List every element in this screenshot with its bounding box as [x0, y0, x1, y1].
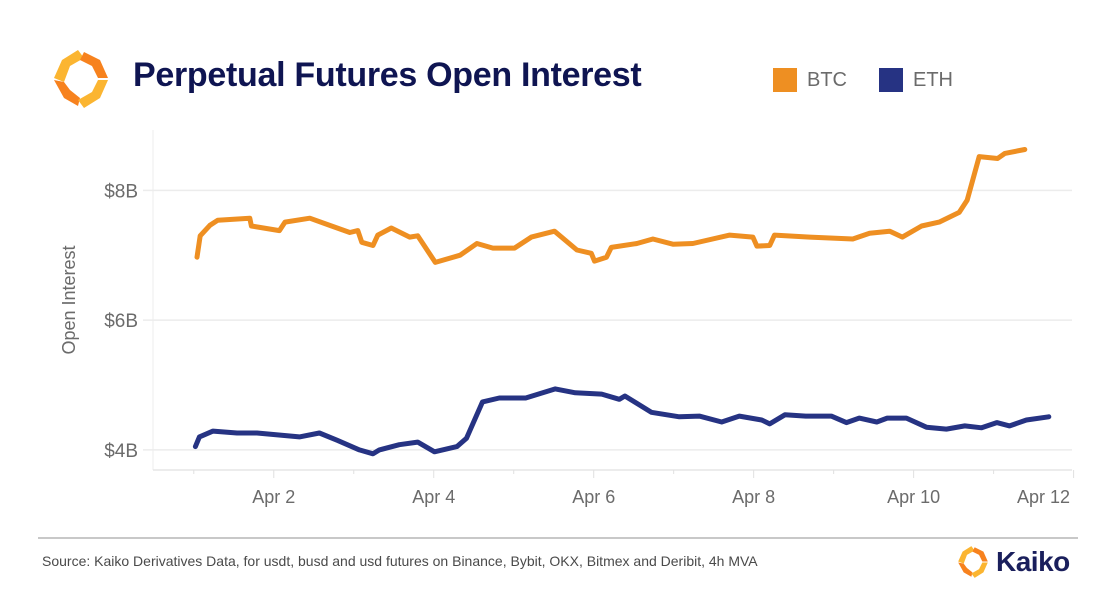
axes	[152, 130, 1072, 471]
y-axis-label: Open Interest	[59, 245, 79, 354]
legend: BTC ETH	[773, 68, 985, 92]
legend-swatch-btc	[773, 68, 797, 92]
legend-label-btc: BTC	[807, 68, 847, 91]
series-line-btc	[194, 147, 1028, 265]
source-note: Source: Kaiko Derivatives Data, for usdt…	[42, 553, 758, 569]
footer-divider	[38, 537, 1078, 539]
legend-item-btc[interactable]: BTC	[773, 68, 847, 92]
chart-title: Perpetual Futures Open Interest	[133, 56, 642, 94]
legend-label-eth: ETH	[913, 68, 953, 91]
footer-brand-name: Kaiko	[996, 546, 1070, 577]
logo-segment-bottom-right	[78, 80, 108, 108]
x-tick-label: Apr 4	[412, 487, 455, 507]
y-tick-label: $4B	[104, 441, 138, 462]
logo-segment-top-right	[80, 52, 108, 78]
y-tick-label: $6B	[104, 311, 138, 332]
series-lines	[192, 147, 1052, 457]
x-axis-ticks: Apr 2 Apr 4 Apr 6 Apr 8 Apr 10 Apr 12	[193, 470, 1075, 507]
logo-segment-top-left	[54, 50, 84, 82]
x-tick-label: Apr 2	[252, 487, 295, 507]
series-line-eth	[192, 386, 1052, 457]
x-tick-label: Apr 10	[887, 487, 940, 507]
y-tick-label: $8B	[104, 181, 138, 202]
legend-swatch-eth	[879, 68, 903, 92]
legend-item-eth[interactable]: ETH	[879, 68, 953, 92]
y-axis-ticks: $4B $6B $8B	[104, 181, 138, 462]
x-tick-label: Apr 8	[732, 487, 775, 507]
gridlines	[143, 189, 1072, 451]
footer-brand: Kaiko	[956, 545, 1070, 579]
x-tick-label: Apr 6	[572, 487, 615, 507]
x-tick-label: Apr 12	[1017, 487, 1070, 507]
kaiko-footer-logo-icon	[958, 546, 988, 578]
kaiko-logo-icon	[54, 50, 108, 108]
logo-segment-bottom-left	[54, 80, 80, 106]
